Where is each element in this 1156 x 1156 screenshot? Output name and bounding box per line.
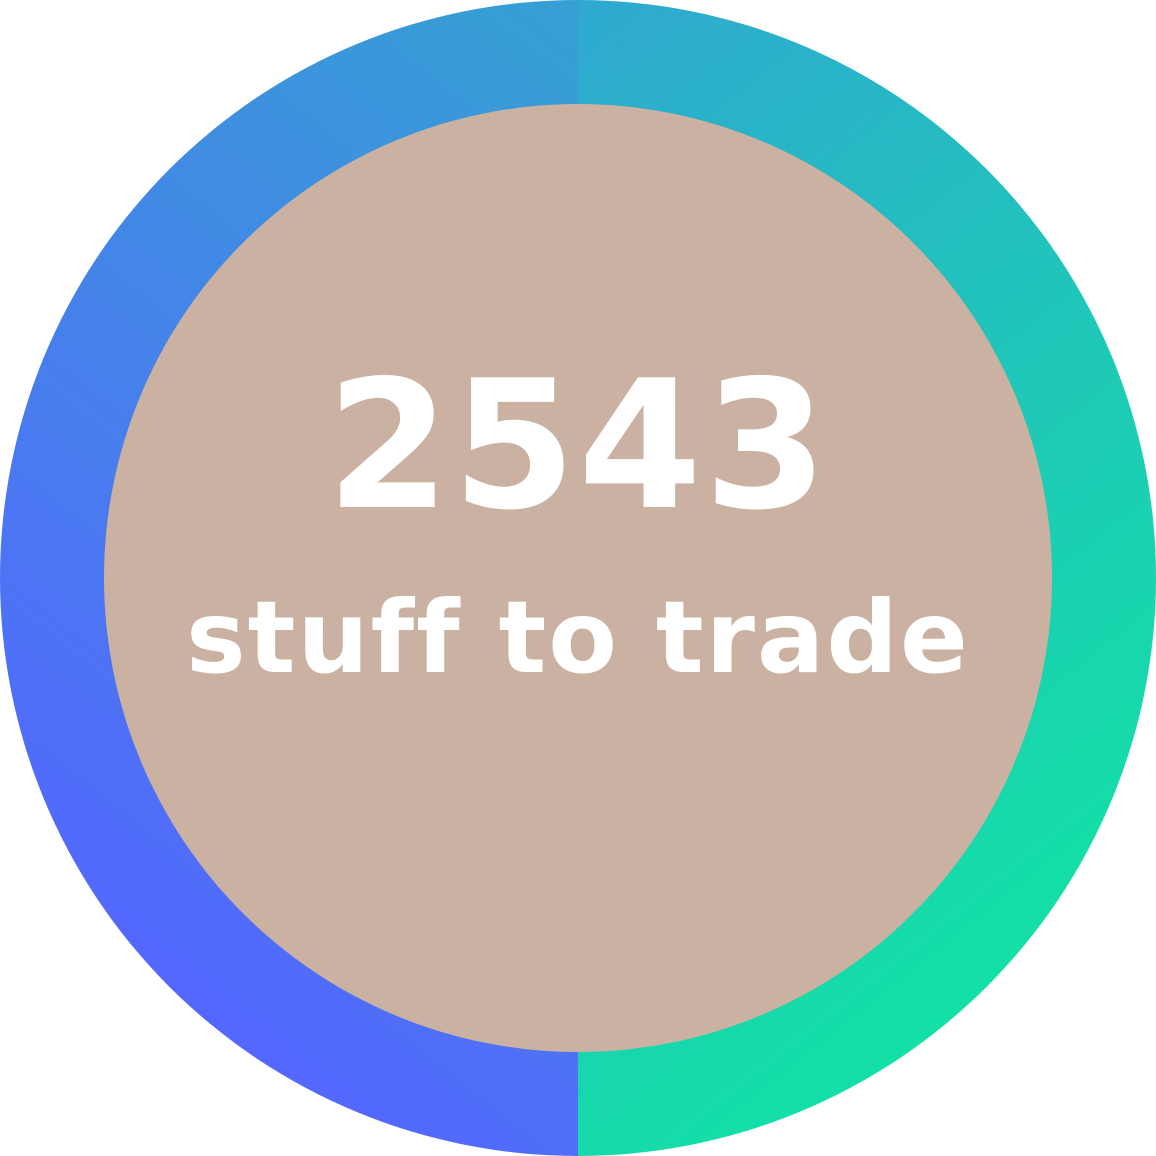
stat-value: 2543: [326, 342, 830, 549]
inner-disc: [104, 104, 1052, 1052]
stat-content: 2543 stuff to trade: [104, 104, 1052, 1052]
stat-label: stuff to trade: [186, 579, 970, 696]
